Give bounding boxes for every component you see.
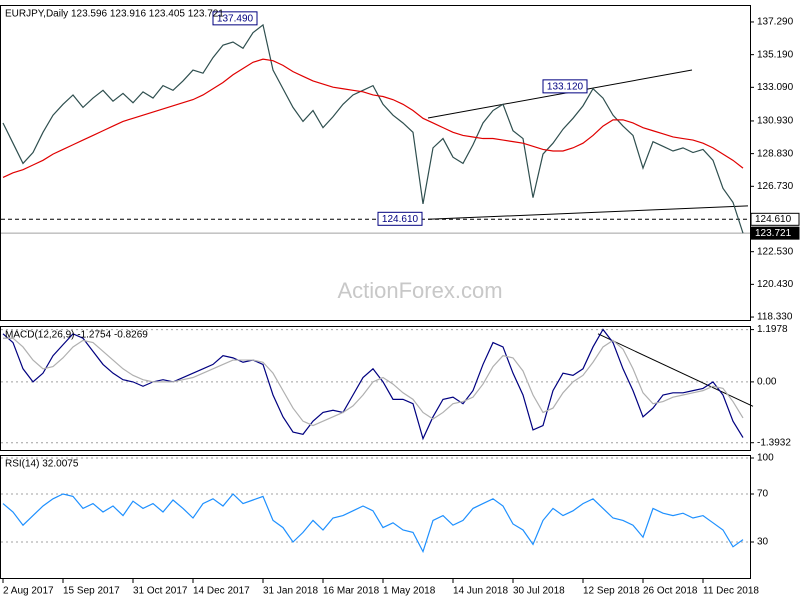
level-label: 124.610 [755,214,792,225]
annotation-box [212,11,258,26]
panel-frame [0,5,751,321]
x-tick-label: 30 Jul 2018 [513,586,565,597]
annotation-box [377,211,423,226]
panel-title: RSI(14) 32.0075 [5,459,79,470]
y-tick-label: 120.430 [757,279,794,290]
annotation-label: 124.610 [382,214,419,225]
series-line [3,337,744,427]
panel-frame [0,455,751,579]
x-tick-label: 15 Sep 2017 [63,586,120,597]
x-tick-label: 14 Jun 2018 [453,586,508,597]
x-tick-label: 11 Dec 2018 [703,586,759,597]
watermark: ActionForex.com [337,278,502,303]
y-tick-label: 133.090 [757,82,794,93]
x-tick-label: 14 Dec 2017 [193,586,250,597]
x-tick-label: 12 Sep 2018 [583,586,640,597]
x-tick-label: 31 Jan 2018 [263,586,318,597]
trend-line [427,69,693,119]
y-tick-label: 1.1978 [757,324,788,335]
y-tick-label: 118.330 [757,312,793,323]
y-tick-label: 135.190 [757,49,794,60]
y-tick-label: 122.530 [757,246,794,257]
x-tick-label: 31 Oct 2017 [133,586,188,597]
annotation-label: 133.120 [547,82,584,93]
series-line [2,23,744,234]
annotation-box [542,79,588,94]
y-tick-label: 30 [757,537,769,548]
annotation-label: 137.490 [217,13,254,24]
x-tick-label: 26 Oct 2018 [643,586,698,597]
level-tag [750,212,800,226]
level-tag [750,226,800,240]
series-line [2,328,744,441]
y-tick-label: 70 [757,489,769,500]
x-tick-label: 1 May 2018 [383,586,436,597]
y-tick-label: 100 [757,453,774,464]
panel-frame [0,326,751,451]
y-tick-label: 130.930 [757,116,794,127]
panel-title: MACD(12,26,9) -1.2754 -0.8269 [5,330,148,341]
x-tick-label: 16 Mar 2018 [323,586,380,597]
level-label: 123.721 [755,228,792,239]
series-line [2,493,744,554]
panel-title: EURJPY,Daily 123.596 123.916 123.405 123… [5,9,224,20]
y-tick-label: 128.830 [757,148,794,159]
trend-line [597,333,754,407]
y-tick-label: -1.3932 [757,437,791,448]
y-tick-label: 0.00 [757,377,777,388]
trend-line [427,205,749,220]
y-tick-label: 126.730 [757,181,794,192]
series-line [2,58,744,178]
x-tick-label: 2 Aug 2017 [3,586,54,597]
y-tick-label: 137.290 [757,17,794,28]
